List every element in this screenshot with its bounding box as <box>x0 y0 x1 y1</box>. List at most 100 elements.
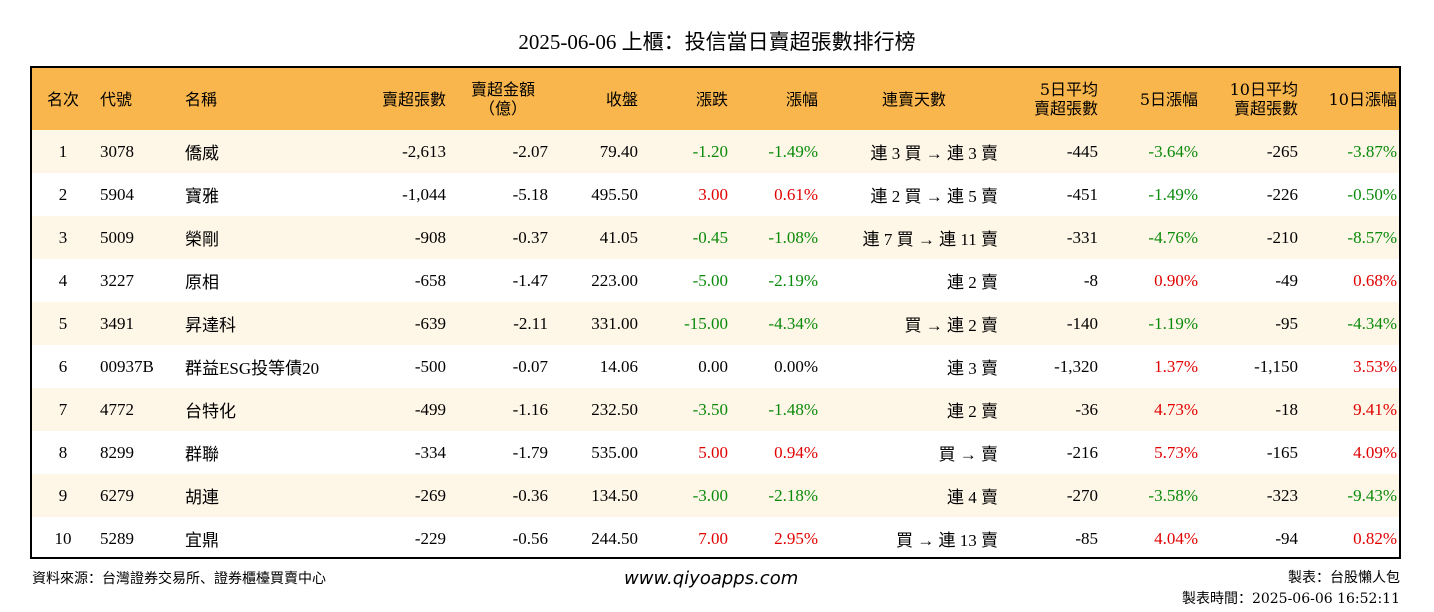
cell-rank: 3 <box>58 227 68 247</box>
cell-sell-lots: -1,044 <box>402 184 446 204</box>
cell-chg5: -4.76% <box>1148 227 1198 247</box>
table-body: 1 3078 僑威 -2,613 -2.07 79.40 -1.20 -1.49% 連 3 買 … <box>32 130 1399 557</box>
header-rank: 名次 <box>46 89 79 109</box>
cell-streak: 連 3 賣 <box>947 359 998 378</box>
cell-sell-lots: -658 <box>414 270 446 290</box>
cell-name: 群益ESG投等債20 <box>185 359 320 378</box>
cell-rank: 6 <box>58 356 68 376</box>
cell-sell-amount: -0.37 <box>512 227 548 247</box>
cell-streak: 買 → 賣 <box>938 445 999 464</box>
cell-change: 7.00 <box>698 528 728 548</box>
cell-change-pct: 0.00% <box>774 356 818 376</box>
cell-avg10: -265 <box>1266 141 1298 161</box>
cell-streak: 連 2 賣 <box>947 402 998 421</box>
cell-change: -0.45 <box>692 227 728 247</box>
header-sell-lots: 賣超張數 <box>381 89 446 109</box>
cell-avg5: -445 <box>1066 141 1098 161</box>
cell-chg5: 5.73% <box>1154 442 1198 462</box>
cell-change: 5.00 <box>698 442 728 462</box>
cell-avg5: -451 <box>1066 184 1098 204</box>
cell-streak: 連 3 買 → 連 3 賣 <box>870 144 999 163</box>
cell-chg10: 4.09% <box>1353 442 1397 462</box>
cell-change-pct: -2.18% <box>768 485 818 505</box>
table-row: 7 4772 台特化 -499 -1.16 232.50 -3.50 -1.48% 連 2 賣 -… <box>32 388 1399 431</box>
cell-sell-lots: -500 <box>414 356 446 376</box>
cell-change: 0.00 <box>698 356 728 376</box>
cell-code: 00937B <box>100 356 154 376</box>
cell-chg5: -1.19% <box>1148 313 1198 333</box>
page-title: 2025-06-06 上櫃：投信當日賣超張數排行榜 <box>518 30 916 54</box>
cell-sell-amount: -0.56 <box>512 528 548 548</box>
header-avg5-line1: 5日平均 <box>1039 80 1098 99</box>
cell-name: 宜鼎 <box>185 531 219 550</box>
cell-rank: 8 <box>58 442 68 462</box>
cell-code: 4772 <box>100 399 134 419</box>
cell-rank: 7 <box>58 399 68 419</box>
cell-sell-amount: -1.16 <box>512 399 548 419</box>
cell-change: -3.00 <box>692 485 728 505</box>
cell-change-pct: 2.95% <box>774 528 818 548</box>
header-avg10-line2: 賣超張數 <box>1233 99 1298 118</box>
cell-close: 331.00 <box>591 313 638 333</box>
cell-streak: 連 4 賣 <box>947 488 998 507</box>
header-close: 收盤 <box>605 89 638 109</box>
cell-close: 223.00 <box>591 270 638 290</box>
cell-chg10: 0.82% <box>1353 528 1397 548</box>
ranking-table: 名次 代號 名稱 賣超張數 賣超金額 （億） 收盤 漲跌 漲幅 連賣天數 5日平均… <box>30 66 1401 559</box>
cell-name: 台特化 <box>185 402 236 421</box>
website-link[interactable]: www.qiyoapps.com <box>624 568 799 589</box>
table-row: 1 3078 僑威 -2,613 -2.07 79.40 -1.20 -1.49% 連 3 買 … <box>32 130 1399 173</box>
table-row: 6 00937B 群益ESG投等債20 -500 -0.07 14.06 0.00 0.00%… <box>32 345 1399 388</box>
cell-name: 胡連 <box>185 488 219 507</box>
cell-avg5: -216 <box>1066 442 1098 462</box>
cell-avg10: -323 <box>1266 485 1298 505</box>
cell-avg10: -226 <box>1266 184 1298 204</box>
table-row: 9 6279 胡連 -269 -0.36 134.50 -3.00 -2.18% 連 4 賣 -2… <box>32 474 1399 517</box>
cell-streak: 買 → 連 13 賣 <box>896 531 998 550</box>
cell-chg10: -0.50% <box>1347 184 1397 204</box>
maker-label: 製表：台股懶人包 <box>1288 570 1400 586</box>
cell-name: 原相 <box>185 273 219 292</box>
cell-avg5: -331 <box>1066 227 1098 247</box>
cell-avg10: -1,150 <box>1254 356 1298 376</box>
cell-sell-lots: -499 <box>414 399 446 419</box>
cell-avg5: -85 <box>1075 528 1098 548</box>
cell-rank: 9 <box>58 485 68 505</box>
cell-change-pct: -1.08% <box>768 227 818 247</box>
table-row: 3 5009 榮剛 -908 -0.37 41.05 -0.45 -1.08% 連 7 買 → … <box>32 216 1399 259</box>
cell-sell-amount: -2.07 <box>512 141 548 161</box>
cell-name: 寶雅 <box>185 187 219 206</box>
cell-close: 495.50 <box>591 184 638 204</box>
header-change: 漲跌 <box>695 89 728 109</box>
cell-close: 244.50 <box>591 528 638 548</box>
footer-credits: 製表：台股懶人包 製表時間：2025-06-06 16:52:11 <box>1182 568 1400 610</box>
cell-code: 6279 <box>100 485 134 505</box>
cell-close: 41.05 <box>599 227 638 247</box>
cell-code: 5904 <box>100 184 134 204</box>
cell-avg10: -95 <box>1275 313 1298 333</box>
table-row: 2 5904 寶雅 -1,044 -5.18 495.50 3.00 0.61% 連 2 買 →… <box>32 173 1399 216</box>
header-chg5: 5日漲幅 <box>1139 89 1198 109</box>
cell-chg5: 0.90% <box>1154 270 1198 290</box>
cell-sell-lots: -334 <box>414 442 446 462</box>
cell-avg5: -1,320 <box>1054 356 1098 376</box>
cell-chg10: 3.53% <box>1353 356 1397 376</box>
cell-rank: 4 <box>58 270 68 290</box>
cell-change: -15.00 <box>684 313 728 333</box>
data-source: 資料來源：台灣證券交易所、證券櫃檯買賣中心 <box>32 571 326 587</box>
cell-code: 5009 <box>100 227 134 247</box>
cell-rank: 1 <box>58 141 68 161</box>
cell-chg5: 4.04% <box>1154 528 1198 548</box>
cell-sell-amount: -0.07 <box>512 356 548 376</box>
cell-sell-lots: -639 <box>414 313 446 333</box>
cell-chg10: -9.43% <box>1347 485 1397 505</box>
table-row: 10 5289 宜鼎 -229 -0.56 244.50 7.00 2.95% 買 → 連 13… <box>32 517 1399 557</box>
cell-sell-amount: -2.11 <box>513 313 548 333</box>
cell-change-pct: -2.19% <box>768 270 818 290</box>
cell-change-pct: -4.34% <box>768 313 818 333</box>
cell-rank: 2 <box>58 184 68 204</box>
cell-sell-lots: -229 <box>414 528 446 548</box>
cell-chg10: -4.34% <box>1347 313 1397 333</box>
cell-chg10: -8.57% <box>1347 227 1397 247</box>
cell-rank: 5 <box>58 313 68 333</box>
